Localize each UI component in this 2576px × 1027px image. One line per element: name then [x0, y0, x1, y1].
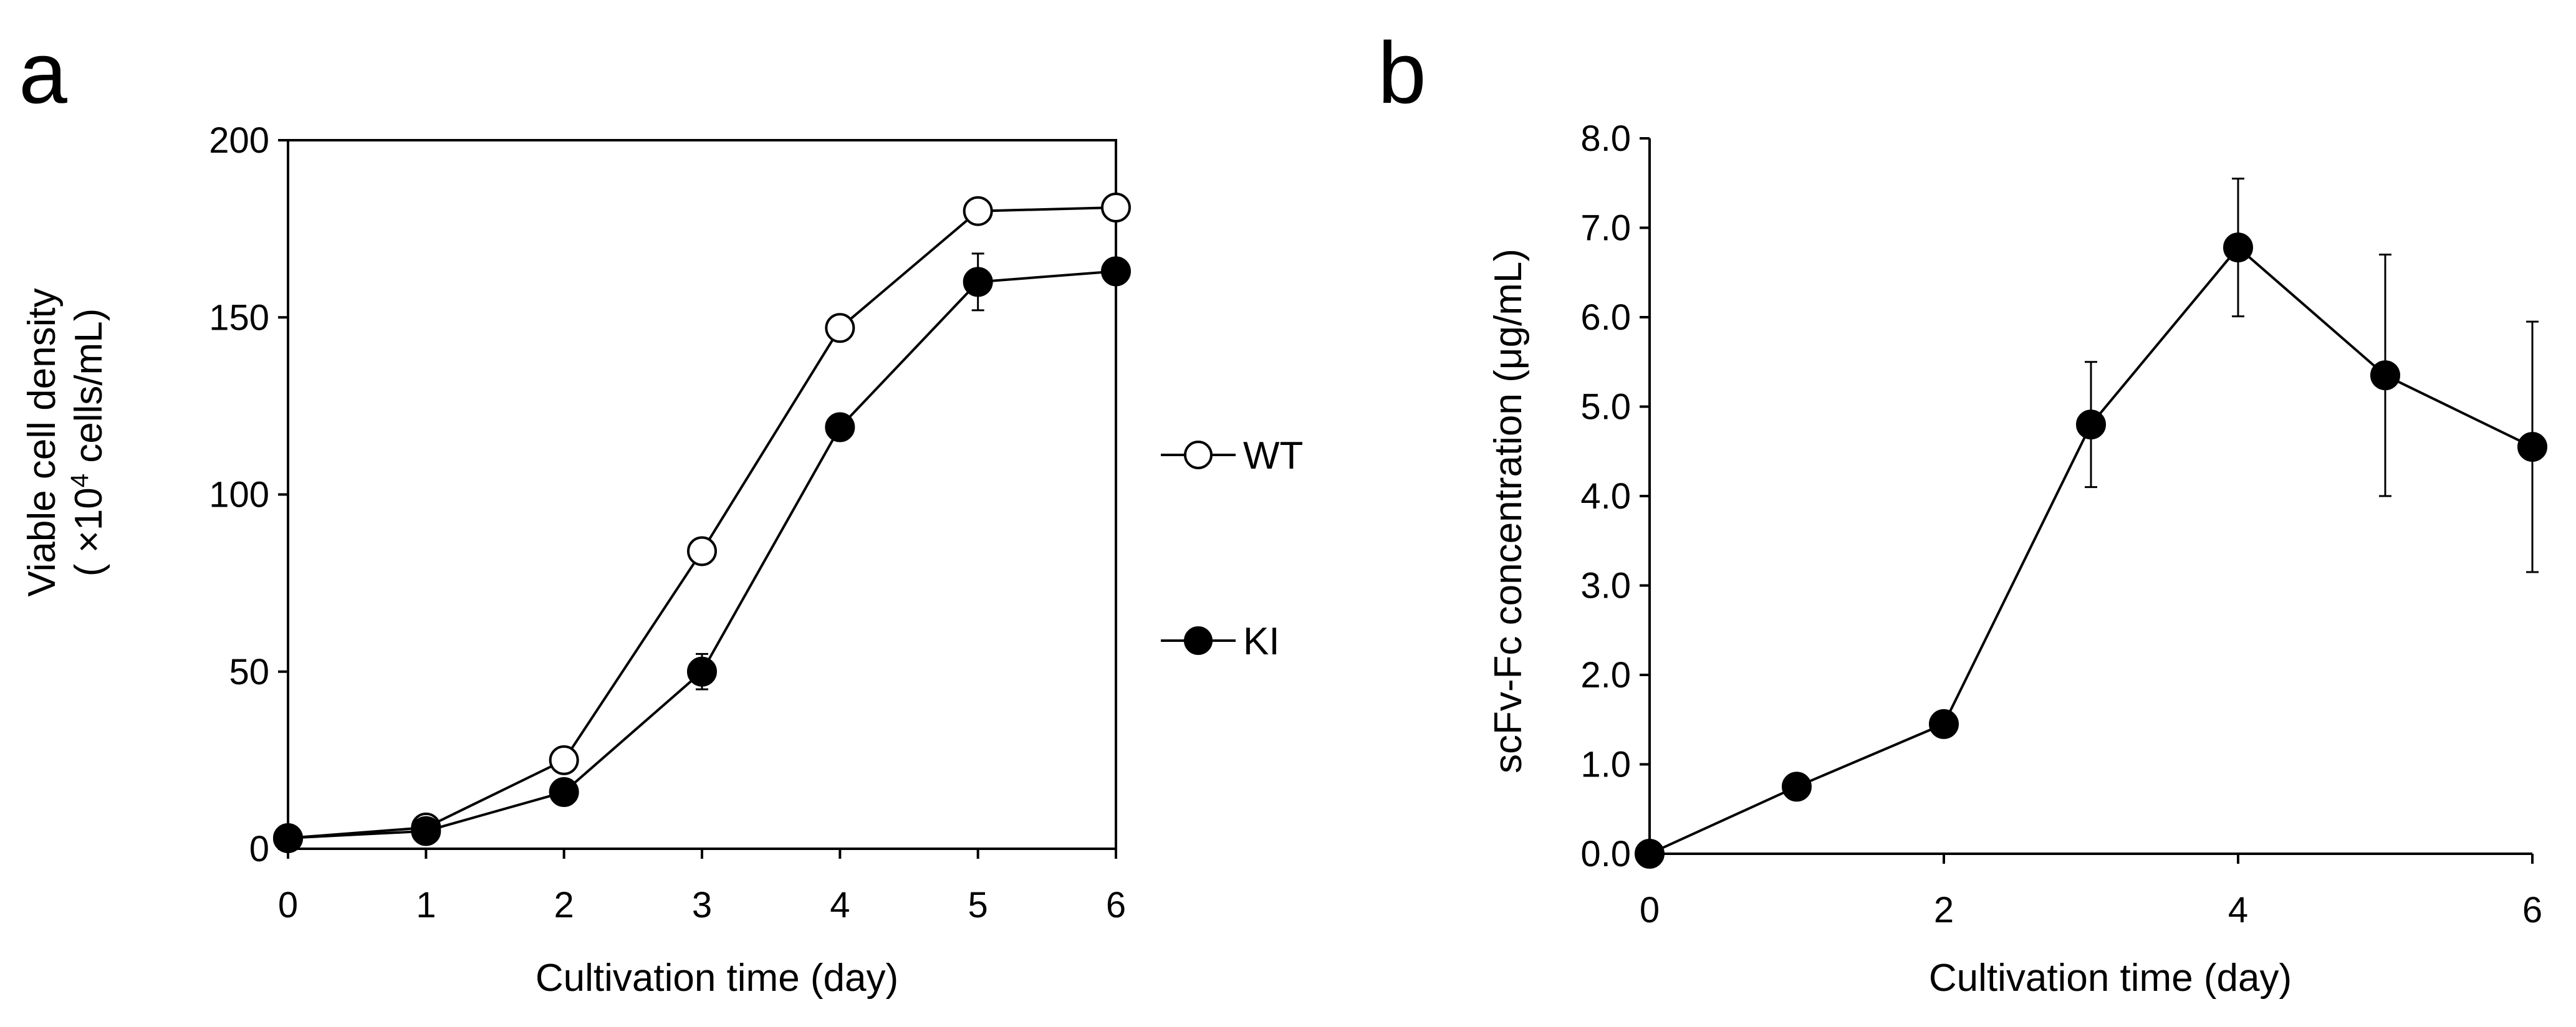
- data-point-wt: [825, 313, 855, 343]
- x-tick-label: 3: [692, 885, 712, 925]
- data-point-scfv-fc: [1929, 709, 1959, 739]
- x-tick-label: 2: [554, 885, 574, 925]
- y-tick-label: 50: [229, 652, 269, 692]
- legend-a: WT KI: [1161, 434, 1303, 663]
- axes-a: 0 50 100 150 200 0 1 2 3 4 5 6: [209, 120, 1126, 925]
- y-axis-title-line2-suffix-a: cells/mL): [67, 308, 110, 474]
- y-tick-label: 0.0: [1580, 834, 1631, 874]
- y-tick-label: 5.0: [1580, 387, 1631, 428]
- legend-item-wt: WT: [1161, 434, 1303, 477]
- y-tick-label: 4.0: [1580, 476, 1631, 517]
- y-tick-label: 8.0: [1580, 118, 1631, 159]
- y-tick-label: 0: [249, 829, 269, 869]
- y-tick-label: 3.0: [1580, 566, 1631, 606]
- data-point-wt: [549, 745, 579, 775]
- x-tick-label: 0: [1640, 890, 1660, 930]
- legend-label-wt: WT: [1243, 434, 1303, 477]
- x-tick-label: 4: [830, 885, 850, 925]
- y-tick-label: 100: [209, 475, 269, 515]
- y-tick-label: 1.0: [1580, 745, 1631, 785]
- x-tick-label: 4: [2228, 890, 2248, 930]
- y-tick-label: 7.0: [1580, 208, 1631, 249]
- x-tick-label: 6: [1106, 885, 1126, 925]
- x-tick-label: 6: [2522, 890, 2542, 930]
- legend-marker-ki: [1184, 626, 1213, 655]
- plot-frame: [1648, 138, 2532, 855]
- data-point-wt: [1101, 193, 1131, 223]
- legend-label-ki: KI: [1243, 620, 1280, 663]
- x-tick-label: 0: [278, 885, 298, 925]
- y-tick-label: 2.0: [1580, 655, 1631, 695]
- data-point-scfv-fc: [2517, 432, 2547, 462]
- data-point-wt: [687, 536, 717, 566]
- chart-panel-a: a Viable cell density ( ×104 cells/mL) C…: [19, 24, 1303, 1000]
- y-tick-label: 150: [209, 297, 269, 338]
- data-point-ki: [825, 412, 855, 442]
- axes-b: 0.0 1.0 2.0 3.0 4.0 5.0 6.0 7.0 8.0 0 2 4 6: [1580, 118, 2542, 930]
- y-axis-title-line2-sup-a: 4: [66, 474, 94, 487]
- y-tick-label: 6.0: [1580, 297, 1631, 338]
- data-point-ki: [273, 823, 303, 853]
- y-tick-label: 200: [209, 120, 269, 161]
- data-point-wt: [963, 196, 993, 226]
- x-tick-label: 1: [416, 885, 436, 925]
- x-tick-label: 5: [968, 885, 988, 925]
- data-point-ki: [549, 777, 579, 808]
- plot-frame: [287, 139, 1117, 850]
- marks-b: [1635, 178, 2547, 869]
- x-axis-title-a: Cultivation time (day): [536, 957, 898, 1000]
- legend-marker-wt: [1184, 441, 1213, 469]
- data-point-scfv-fc: [2223, 232, 2253, 263]
- data-point-ki: [963, 267, 993, 297]
- y-axis-title-line2-a: ( ×104 cells/mL): [66, 308, 110, 577]
- marks-a: [273, 193, 1131, 853]
- y-axis-title-b: scFv-Fc concentration (μg/mL): [1487, 249, 1530, 773]
- x-tick-label: 2: [1934, 890, 1954, 930]
- panel-letter-a: a: [19, 24, 67, 122]
- panel-letter-b: b: [1378, 24, 1426, 122]
- chart-panel-b: b scFv-Fc concentration (μg/mL) Cultivat…: [1378, 24, 2547, 1000]
- legend-item-ki: KI: [1161, 620, 1280, 663]
- data-point-ki: [1101, 256, 1131, 287]
- data-point-scfv-fc: [2076, 409, 2106, 440]
- series-line-wt: [287, 206, 1117, 839]
- data-point-ki: [411, 816, 441, 846]
- data-point-scfv-fc: [1782, 771, 1812, 802]
- data-point-scfv-fc: [2370, 360, 2400, 391]
- y-axis-title-line2-prefix-a: ( ×10: [67, 487, 110, 576]
- data-point-scfv-fc: [1635, 839, 1665, 869]
- x-axis-title-b: Cultivation time (day): [1929, 957, 2292, 1000]
- y-axis-title-line1-a: Viable cell density: [21, 288, 64, 596]
- data-point-ki: [687, 656, 717, 687]
- series-line-scfv-fc: [1649, 246, 2533, 855]
